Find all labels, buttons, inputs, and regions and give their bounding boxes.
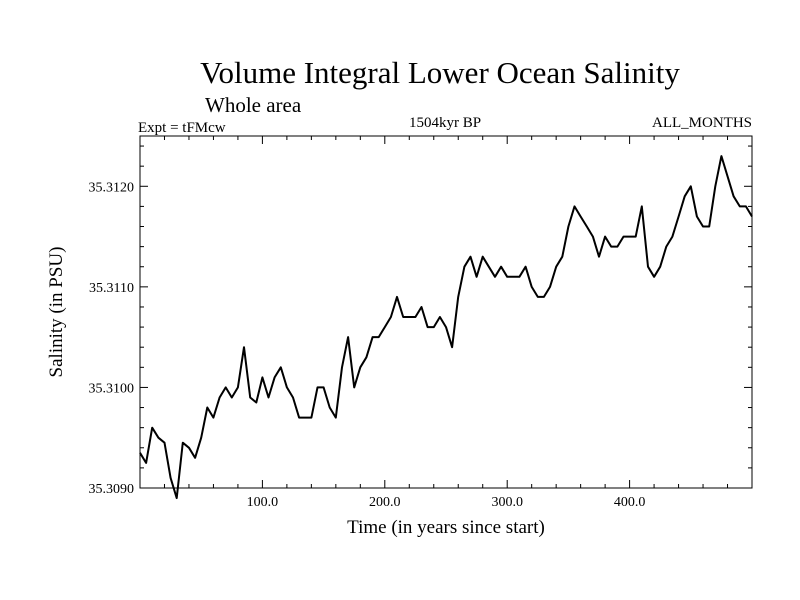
x-axis-label: Time (in years since start) bbox=[347, 517, 545, 538]
salinity-series-line bbox=[139, 155, 753, 500]
minor-ticks bbox=[140, 136, 752, 488]
chart-subtitle: Whole area bbox=[205, 93, 302, 117]
y-axis-label: Salinity (in PSU) bbox=[46, 247, 67, 378]
x-tick-label: 100.0 bbox=[247, 495, 279, 510]
y-axis-ticks: 35.3090 35.3100 35.3110 35.3120 bbox=[89, 180, 752, 497]
y-tick-label: 35.3110 bbox=[89, 281, 134, 296]
y-tick-label: 35.3100 bbox=[89, 381, 135, 396]
chart-title: Volume Integral Lower Ocean Salinity bbox=[200, 55, 680, 90]
header-right: ALL_MONTHS bbox=[652, 115, 752, 131]
x-axis-ticks: 100.0 200.0 300.0 400.0 bbox=[247, 136, 646, 510]
y-tick-label: 35.3090 bbox=[89, 482, 135, 497]
header-center: 1504kyr BP bbox=[409, 115, 481, 131]
x-tick-label: 200.0 bbox=[369, 495, 401, 510]
x-tick-label: 300.0 bbox=[491, 495, 523, 510]
y-tick-label: 35.3120 bbox=[89, 180, 135, 195]
plot-frame bbox=[139, 135, 753, 489]
x-tick-label: 400.0 bbox=[614, 495, 646, 510]
header-left: Expt = tFMcw bbox=[138, 120, 226, 136]
